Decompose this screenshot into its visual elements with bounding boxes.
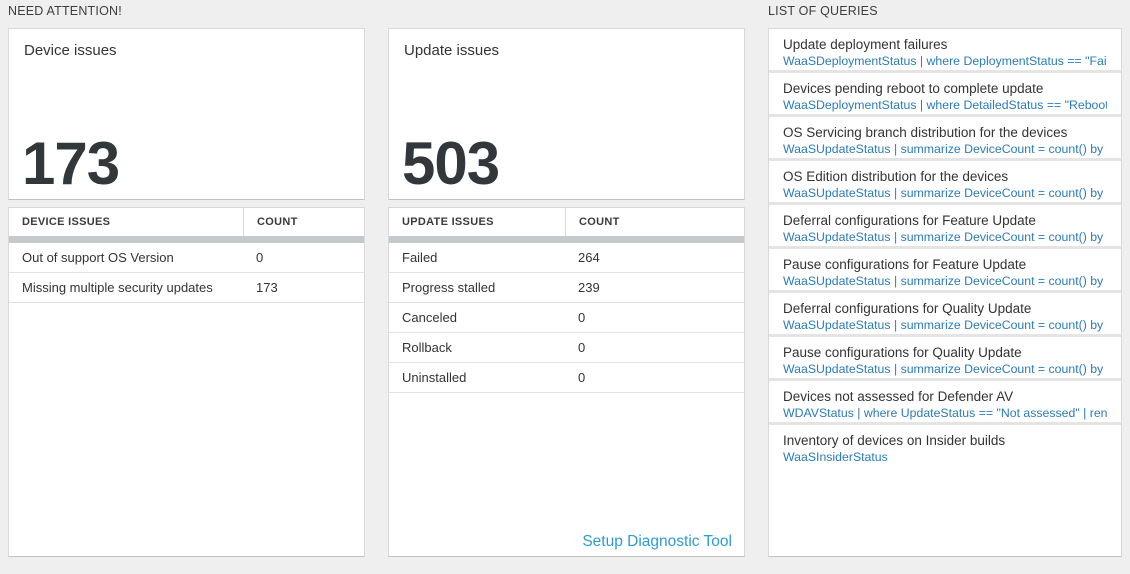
- update-issues-title: Update issues: [404, 42, 500, 59]
- table-row[interactable]: Rollback 0: [389, 333, 744, 363]
- table-header-separator: [9, 236, 364, 243]
- update-issues-col-header: UPDATE ISSUES: [402, 216, 494, 228]
- update-issues-count: 503: [402, 130, 500, 197]
- query-list-item[interactable]: Deferral configurations for Feature Upda…: [769, 205, 1121, 249]
- table-row[interactable]: Canceled 0: [389, 303, 744, 333]
- query-link[interactable]: WaaSUpdateStatus | summarize DeviceCount…: [783, 230, 1107, 244]
- query-list-item[interactable]: OS Edition distribution for the devices …: [769, 161, 1121, 205]
- row-count: 173: [256, 280, 278, 295]
- device-issues-title: Device issues: [24, 42, 117, 59]
- row-label: Out of support OS Version: [22, 250, 174, 265]
- table-row[interactable]: Out of support OS Version 0: [9, 243, 364, 273]
- query-link[interactable]: WaaSUpdateStatus | summarize DeviceCount…: [783, 186, 1107, 200]
- query-list-item[interactable]: Deferral configurations for Quality Upda…: [769, 293, 1121, 337]
- device-issues-count: 173: [22, 130, 120, 197]
- query-link[interactable]: WaaSInsiderStatus: [783, 450, 888, 464]
- row-count: 239: [578, 280, 600, 295]
- query-link[interactable]: WaaSDeploymentStatus | where DetailedSta…: [783, 98, 1107, 112]
- query-list-item[interactable]: Update deployment failures WaaSDeploymen…: [769, 29, 1121, 73]
- query-list-item[interactable]: Inventory of devices on Insider builds W…: [769, 425, 1121, 469]
- setup-diagnostic-tool-link[interactable]: Setup Diagnostic Tool: [582, 533, 732, 550]
- query-list-item[interactable]: Pause configurations for Quality Update …: [769, 337, 1121, 381]
- query-link[interactable]: WaaSUpdateStatus | summarize DeviceCount…: [783, 274, 1107, 288]
- table-row[interactable]: Uninstalled 0: [389, 363, 744, 393]
- query-link[interactable]: WaaSUpdateStatus | summarize DeviceCount…: [783, 142, 1107, 156]
- update-issues-table-header: UPDATE ISSUES COUNT: [389, 208, 744, 236]
- query-link[interactable]: WaaSUpdateStatus | summarize DeviceCount…: [783, 362, 1107, 376]
- row-label: Missing multiple security updates: [22, 280, 213, 295]
- query-title: Update deployment failures: [783, 37, 948, 52]
- query-link[interactable]: WaaSDeploymentStatus | where DeploymentS…: [783, 54, 1107, 68]
- query-link[interactable]: WaaSUpdateStatus | summarize DeviceCount…: [783, 318, 1107, 332]
- row-label: Uninstalled: [402, 370, 467, 385]
- query-list-item[interactable]: Devices not assessed for Defender AV WDA…: [769, 381, 1121, 425]
- query-link[interactable]: WDAVStatus | where UpdateStatus == "Not …: [783, 406, 1107, 420]
- query-title: Devices not assessed for Defender AV: [783, 389, 1014, 404]
- table-row[interactable]: Missing multiple security updates 173: [9, 273, 364, 303]
- update-issues-table: UPDATE ISSUES COUNT Failed 264 Progress …: [388, 207, 745, 557]
- table-row[interactable]: Progress stalled 239: [389, 273, 744, 303]
- table-header-separator: [389, 236, 744, 243]
- device-issues-col-header: DEVICE ISSUES: [22, 216, 111, 228]
- query-title: OS Edition distribution for the devices: [783, 169, 1009, 184]
- row-label: Canceled: [402, 310, 457, 325]
- row-label: Failed: [402, 250, 438, 265]
- row-count: 264: [578, 250, 600, 265]
- query-title: OS Servicing branch distribution for the…: [783, 125, 1068, 140]
- query-list-item[interactable]: Devices pending reboot to complete updat…: [769, 73, 1121, 117]
- query-title: Deferral configurations for Feature Upda…: [783, 213, 1036, 228]
- queries-panel: Update deployment failures WaaSDeploymen…: [768, 28, 1122, 557]
- query-title: Pause configurations for Feature Update: [783, 257, 1027, 272]
- row-label: Progress stalled: [402, 280, 496, 295]
- update-issues-tile[interactable]: Update issues 503: [388, 28, 745, 200]
- query-list-item[interactable]: Pause configurations for Feature Update …: [769, 249, 1121, 293]
- need-attention-header: NEED ATTENTION!: [8, 4, 122, 18]
- table-row[interactable]: Failed 264: [389, 243, 744, 273]
- device-issues-table-header: DEVICE ISSUES COUNT: [9, 208, 364, 236]
- list-of-queries-header: LIST OF QUERIES: [768, 4, 878, 18]
- update-issues-count-col-header: COUNT: [565, 208, 744, 236]
- row-count: 0: [578, 370, 586, 385]
- query-list-item[interactable]: OS Servicing branch distribution for the…: [769, 117, 1121, 161]
- row-count: 0: [256, 250, 264, 265]
- query-title: Pause configurations for Quality Update: [783, 345, 1022, 360]
- row-count: 0: [578, 340, 586, 355]
- device-issues-count-col-header: COUNT: [243, 208, 364, 236]
- row-label: Rollback: [402, 340, 452, 355]
- query-title: Deferral configurations for Quality Upda…: [783, 301, 1032, 316]
- query-title: Inventory of devices on Insider builds: [783, 433, 1006, 448]
- device-issues-table: DEVICE ISSUES COUNT Out of support OS Ve…: [8, 207, 365, 557]
- device-issues-tile[interactable]: Device issues 173: [8, 28, 365, 200]
- query-title: Devices pending reboot to complete updat…: [783, 81, 1044, 96]
- row-count: 0: [578, 310, 586, 325]
